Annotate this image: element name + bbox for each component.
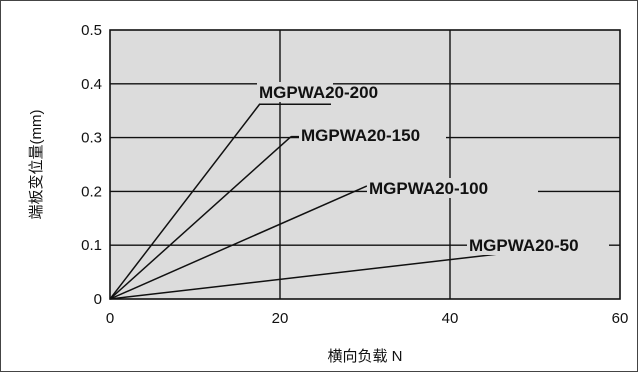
x-tick-label: 0 [106,310,114,327]
series-labels: MGPWA20-200 MGPWA20-150 MGPWA20-100 MGPWA20… [257,82,609,255]
x-axis-title: 横向负载 N [327,348,402,365]
series-label: MGPWA20-150 [301,126,420,145]
y-tick-label: 0.3 [81,130,102,147]
series-line [109,135,292,300]
tick-labels: 0 20 40 60 0 0.1 0.2 0.3 0.4 0.5 [81,22,628,327]
series-label-backdrop [257,82,333,102]
y-tick-label: 0.1 [81,237,102,254]
series-label-backdrop [299,125,446,145]
y-tick-label: 0.4 [81,76,102,93]
series-line [109,185,368,300]
x-tick-label: 60 [612,310,629,327]
series-line [109,103,261,300]
series-label-backdrop [367,178,538,198]
y-tick-label: 0.5 [81,22,102,39]
series-label: MGPWA20-100 [369,179,488,198]
series-lines [109,103,510,300]
series-line [109,251,510,300]
y-tick-label: 0.2 [81,183,102,200]
series-label-backdrop [467,235,609,255]
x-tick-label: 20 [272,310,289,327]
plot-frame [109,29,621,300]
series-label: MGPWA20-50 [469,236,579,255]
x-tick-label: 40 [442,310,459,327]
series-label: MGPWA20-200 [259,83,378,102]
y-tick-label: 0 [94,291,102,308]
plot-area [110,30,620,299]
y-axis-title: 端板变位量(mm) [27,110,45,220]
